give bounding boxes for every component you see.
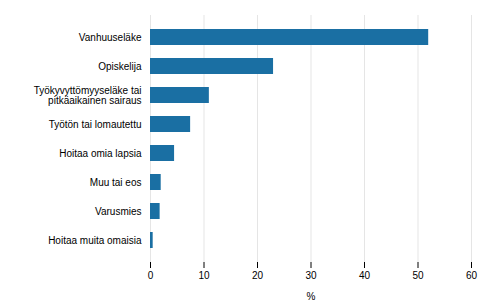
svg-text:Hoitaa muita omaisia: Hoitaa muita omaisia <box>48 235 142 246</box>
svg-text:Vanhuuseläke: Vanhuuseläke <box>79 32 142 43</box>
svg-text:60: 60 <box>466 270 478 281</box>
svg-text:Työtön tai lomautettu: Työtön tai lomautettu <box>49 119 142 130</box>
svg-text:0: 0 <box>148 270 154 281</box>
svg-text:Opiskelija: Opiskelija <box>98 61 142 72</box>
svg-text:30: 30 <box>305 270 317 281</box>
svg-text:10: 10 <box>198 270 210 281</box>
svg-text:20: 20 <box>252 270 264 281</box>
svg-text:40: 40 <box>359 270 371 281</box>
svg-text:Varusmies: Varusmies <box>95 206 142 217</box>
svg-text:Hoitaa omia lapsia: Hoitaa omia lapsia <box>59 148 142 159</box>
svg-text:50: 50 <box>412 270 424 281</box>
svg-text:%: % <box>307 291 316 302</box>
svg-text:Työkyvyttömyyseläke taipitkäai: Työkyvyttömyyseläke taipitkäaikainen sai… <box>34 85 142 106</box>
svg-text:Muu tai eos: Muu tai eos <box>90 177 142 188</box>
